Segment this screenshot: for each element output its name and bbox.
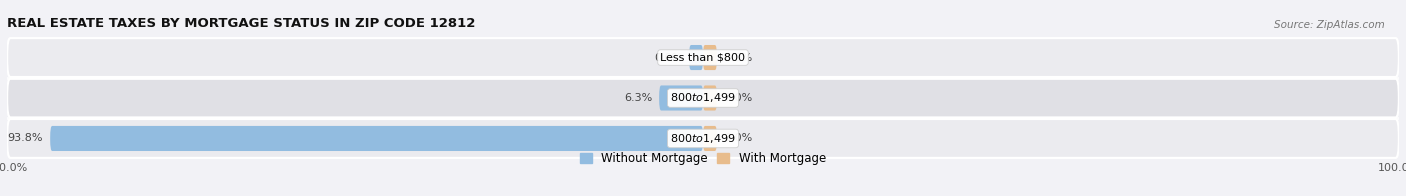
Text: 0.0%: 0.0% [724, 53, 752, 63]
Text: 0.0%: 0.0% [724, 93, 752, 103]
FancyBboxPatch shape [7, 79, 1399, 117]
Legend: Without Mortgage, With Mortgage: Without Mortgage, With Mortgage [581, 152, 825, 165]
Text: Less than $800: Less than $800 [661, 53, 745, 63]
FancyBboxPatch shape [7, 119, 1399, 158]
FancyBboxPatch shape [703, 126, 717, 151]
FancyBboxPatch shape [51, 126, 703, 151]
FancyBboxPatch shape [689, 45, 703, 70]
FancyBboxPatch shape [659, 85, 703, 111]
Text: Source: ZipAtlas.com: Source: ZipAtlas.com [1274, 20, 1385, 30]
FancyBboxPatch shape [703, 45, 717, 70]
Text: REAL ESTATE TAXES BY MORTGAGE STATUS IN ZIP CODE 12812: REAL ESTATE TAXES BY MORTGAGE STATUS IN … [7, 17, 475, 30]
Text: 0.0%: 0.0% [654, 53, 682, 63]
Text: $800 to $1,499: $800 to $1,499 [671, 132, 735, 145]
Text: 93.8%: 93.8% [7, 133, 44, 143]
Text: 6.3%: 6.3% [624, 93, 652, 103]
FancyBboxPatch shape [703, 85, 717, 111]
Text: $800 to $1,499: $800 to $1,499 [671, 92, 735, 104]
Text: 0.0%: 0.0% [724, 133, 752, 143]
FancyBboxPatch shape [7, 38, 1399, 77]
